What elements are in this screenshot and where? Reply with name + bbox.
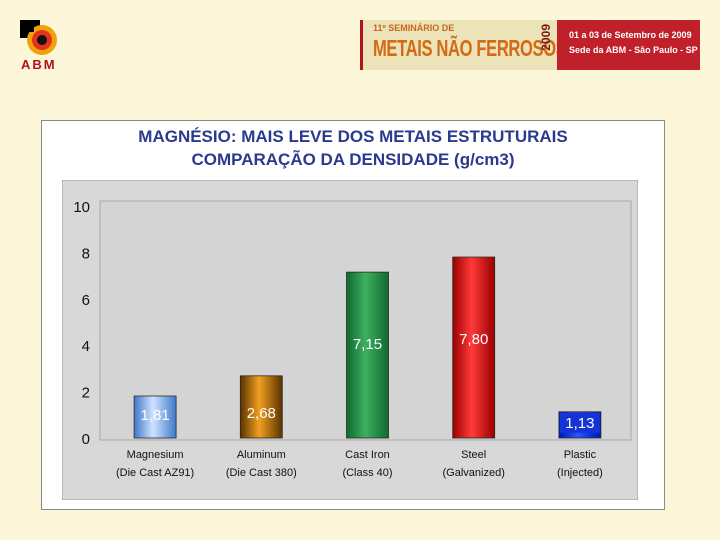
y-tick-label: 4 [82,338,90,355]
data-label: 7,80 [459,331,488,348]
banner-dates: 01 a 03 de Setembro de 2009 [569,30,692,40]
x-tick-label: Cast Iron [345,449,390,461]
y-tick-label: 2 [82,385,90,402]
data-label-background [559,412,600,433]
x-tick-label: Steel [461,449,486,461]
data-label: 7,15 [353,336,382,353]
data-label: 2,68 [247,405,276,422]
banner-place: Sede da ABM - São Paulo - SP [569,45,698,55]
abm-logo-icon [20,20,57,55]
x-tick-label: Aluminum [237,449,286,461]
banner-subtitle: 11º SEMINÁRIO DE [373,23,455,33]
x-tick-label: (Galvanized) [443,467,505,479]
chart-title-line-1: MAGNÉSIO: MAIS LEVE DOS METAIS ESTRUTURA… [138,127,568,146]
y-tick-label: 8 [82,245,90,262]
chart-title-line-2: COMPARAÇÃO DA DENSIDADE (g/cm3) [191,150,515,169]
abm-logo-text: ABM [21,57,57,72]
y-tick-label: 0 [82,431,90,448]
bar [133,395,177,439]
density-bar-chart: 0 2 4 6 8 10 1,81 2,68 7,15 7,80 1,13 Magnesium (D… [62,180,638,500]
banner-title: METAIS NÃO FERROSOS [373,35,567,61]
event-banner: 11º SEMINÁRIO DE METAIS NÃO FERROSOS 200… [360,20,700,70]
y-tick-label: 6 [82,292,90,309]
data-label: 1,13 [565,415,594,432]
x-axis: Magnesium (Die Cast AZ91) Aluminum (Die Cas… [116,449,603,479]
bar [346,271,389,439]
y-tick-label: 10 [73,199,90,216]
x-tick-label: (Injected) [557,467,603,479]
banner-title-panel: 11º SEMINÁRIO DE METAIS NÃO FERROSOS 200… [360,20,567,70]
x-tick-label: (Die Cast AZ91) [116,467,194,479]
x-tick-label: (Class 40) [342,467,392,479]
data-label: 1,81 [140,407,169,424]
bar [452,256,496,439]
banner-year: 2009 [539,24,553,51]
bar [239,375,283,439]
bars: 1,81 2,68 7,15 7,80 1,13 [133,256,602,439]
y-axis: 0 2 4 6 8 10 [73,199,90,448]
x-tick-label: Magnesium [127,449,184,461]
x-tick-label: (Die Cast 380) [226,467,297,479]
x-tick-label: Plastic [564,449,597,461]
banner-info-panel: 01 a 03 de Setembro de 2009 Sede da ABM … [557,20,700,70]
